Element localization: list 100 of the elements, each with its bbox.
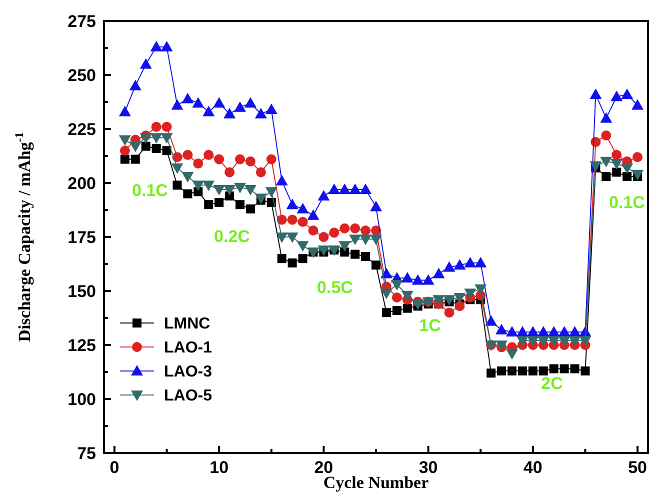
legend-label: LMNC xyxy=(164,316,211,333)
point xyxy=(318,245,330,256)
point xyxy=(276,232,288,243)
point xyxy=(486,368,496,378)
point xyxy=(171,163,184,174)
point xyxy=(338,241,351,252)
point xyxy=(265,187,278,198)
point xyxy=(372,260,380,270)
point xyxy=(307,209,320,220)
point xyxy=(570,364,580,374)
point xyxy=(224,167,235,178)
point xyxy=(464,256,476,268)
point xyxy=(412,299,424,310)
point xyxy=(601,130,612,140)
point xyxy=(213,184,226,196)
x-tick-label: 40 xyxy=(523,458,542,477)
point xyxy=(380,288,392,300)
point xyxy=(214,154,224,164)
point xyxy=(612,150,622,160)
point xyxy=(526,326,539,337)
point xyxy=(380,268,392,278)
point xyxy=(621,88,634,99)
point xyxy=(298,216,308,227)
point xyxy=(140,58,152,69)
point xyxy=(162,122,172,132)
point xyxy=(580,366,590,376)
point xyxy=(151,122,162,132)
point xyxy=(516,336,528,347)
y-tick-label: 225 xyxy=(68,120,96,139)
point xyxy=(361,252,370,261)
point xyxy=(340,223,350,234)
annotation: 0.1C xyxy=(609,192,645,212)
point xyxy=(382,308,391,318)
point xyxy=(265,104,278,114)
x-tick-label: 50 xyxy=(628,458,647,477)
point xyxy=(162,146,172,156)
point xyxy=(610,159,623,170)
point xyxy=(129,80,142,90)
point xyxy=(602,172,611,182)
point xyxy=(548,336,560,347)
point xyxy=(214,198,224,207)
point xyxy=(443,261,456,272)
point xyxy=(558,336,570,347)
y-tick-label: 250 xyxy=(68,66,96,85)
point xyxy=(610,90,623,102)
point xyxy=(224,108,236,118)
point xyxy=(549,364,558,374)
point xyxy=(600,112,612,123)
point xyxy=(118,135,131,146)
point xyxy=(485,315,498,326)
point xyxy=(506,326,518,337)
point xyxy=(338,183,351,194)
point xyxy=(152,144,161,153)
point xyxy=(422,274,434,285)
point xyxy=(171,99,184,110)
point xyxy=(612,168,622,177)
point xyxy=(360,226,371,236)
legend-label: LAO-1 xyxy=(164,340,212,357)
point xyxy=(318,232,329,242)
point xyxy=(349,234,362,246)
point xyxy=(526,336,539,347)
point xyxy=(140,133,152,144)
point xyxy=(401,272,414,283)
point xyxy=(286,198,298,210)
annotation: 2C xyxy=(541,374,563,393)
point xyxy=(392,306,402,315)
point xyxy=(245,156,256,166)
point xyxy=(370,200,382,212)
point xyxy=(287,214,298,225)
y-tick-label: 175 xyxy=(68,228,96,247)
point xyxy=(349,183,362,194)
point xyxy=(235,154,245,164)
point xyxy=(130,154,140,164)
y-tick-label: 150 xyxy=(68,282,96,301)
point xyxy=(254,108,267,118)
annotation: 0.5C xyxy=(317,278,353,297)
point xyxy=(401,290,414,302)
annotation: 0.1C xyxy=(132,180,168,200)
y-tick-label: 275 xyxy=(68,12,96,31)
point xyxy=(244,97,256,108)
point xyxy=(538,366,548,376)
point xyxy=(160,40,173,52)
point xyxy=(632,170,644,180)
point xyxy=(560,364,569,374)
point xyxy=(508,366,516,376)
point xyxy=(600,156,612,168)
y-tick-label: 200 xyxy=(68,174,96,193)
point xyxy=(370,234,382,246)
point xyxy=(246,204,255,214)
point xyxy=(141,142,150,151)
point xyxy=(182,92,194,104)
point xyxy=(632,152,643,162)
point xyxy=(622,172,632,182)
point xyxy=(234,182,246,194)
legend-label: LAO-5 xyxy=(164,388,212,405)
point xyxy=(402,304,412,313)
point xyxy=(286,232,298,243)
point xyxy=(537,336,550,347)
point xyxy=(329,228,340,238)
legend-label: LAO-3 xyxy=(164,364,212,381)
